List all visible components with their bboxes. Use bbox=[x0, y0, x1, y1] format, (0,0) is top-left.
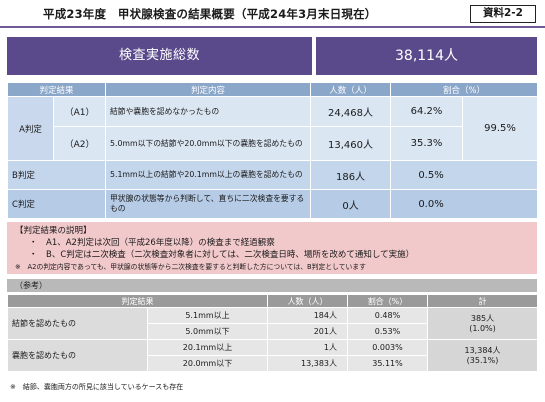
ref-header-grade: 判定結果 bbox=[7, 294, 268, 308]
cyst-count-large: 1人 bbox=[267, 339, 348, 356]
grade-a-label: A判定 bbox=[7, 96, 54, 161]
grade-a2-label: （A2） bbox=[52, 126, 107, 161]
cyst-size-large: 20.1mm以上 bbox=[147, 339, 268, 356]
explanation-note: ※ A2の判定内容であっても、甲状腺の状態等から二次検査を要すると判断した方につ… bbox=[15, 263, 366, 271]
cyst-pct-large: 0.003% bbox=[347, 339, 428, 356]
nodule-count-small: 201人 bbox=[267, 323, 348, 340]
table-row: 20.0mm以下 13,383人 35.11% bbox=[8, 355, 538, 372]
grade-c-label: C判定 bbox=[6, 189, 107, 219]
cyst-size-small: 20.0mm以下 bbox=[147, 355, 268, 372]
ref-header-pct: 割合（%） bbox=[347, 294, 428, 308]
header-content: 判定内容 bbox=[105, 82, 312, 97]
cyst-total-pct: (35.1%) bbox=[466, 355, 499, 365]
grade-a1-pct: 64.2% bbox=[390, 96, 464, 127]
total-examined-label: 検査実施総数 bbox=[7, 37, 312, 75]
grade-explanation-box: 【判定結果の説明】 ・ A1、A2判定は次回（平成26年度以降）の検査まで経過観… bbox=[7, 222, 537, 274]
total-examined-value: 38,114人 bbox=[316, 37, 537, 75]
grade-a1-content: 結節や嚢胞を認めなかったもの bbox=[105, 96, 312, 127]
grade-b-content: 5.1mm以上の結節や20.1mm以上の嚢胞を認めたもの bbox=[105, 160, 312, 190]
results-table-header: 判定結果 判定内容 人数（人） 割合（%） bbox=[6, 82, 539, 97]
header-divider bbox=[0, 26, 545, 28]
cyst-total: 13,384人 (35.1%) bbox=[427, 339, 538, 372]
header-count: 人数（人） bbox=[310, 82, 392, 97]
grade-a2-content: 5.0mm以下の結節や20.0mm以下の嚢胞を認めたもの bbox=[105, 126, 312, 161]
header-grade: 判定結果 bbox=[6, 82, 107, 97]
reference-table-header: 判定結果 人数（人） 割合（%） 計 bbox=[7, 294, 538, 308]
ref-header-count: 人数（人） bbox=[267, 294, 348, 308]
nodule-label: 結節を認めたもの bbox=[7, 307, 148, 340]
grade-c-content: 甲状腺の状態等から判断して、直ちに二次検査を要するもの bbox=[105, 189, 312, 219]
page-header: 平成23年度 甲状腺検査の結果概要（平成24年3月末日現在） 資料2-2 bbox=[0, 0, 545, 28]
explanation-heading: 【判定結果の説明】 bbox=[15, 226, 92, 236]
nodule-pct-large: 0.48% bbox=[347, 307, 428, 324]
explanation-line: ・ A1、A2判定は次回（平成26年度以降）の検査まで経過観察 bbox=[29, 238, 275, 248]
document-badge: 資料2-2 bbox=[470, 5, 536, 23]
grade-b-count: 186人 bbox=[310, 160, 392, 190]
grade-c-count: 0人 bbox=[310, 189, 392, 219]
header-pct: 割合（%） bbox=[390, 82, 539, 97]
grade-a1-count: 24,468人 bbox=[310, 96, 392, 127]
nodule-size-large: 5.1mm以上 bbox=[147, 307, 268, 324]
explanation-line: ・ B、C判定は二次検査（二次検査対象者に対しては、二次検査日時、場所を改めて通… bbox=[29, 250, 415, 260]
reference-label: （参考） bbox=[7, 279, 537, 292]
page-title: 平成23年度 甲状腺検査の結果概要（平成24年3月末日現在） bbox=[43, 7, 377, 21]
table-row: A判定 （A1） 結節や嚢胞を認めなかったもの 24,468人 64.2% 99… bbox=[7, 96, 539, 161]
cyst-label: 嚢胞を認めたもの bbox=[7, 339, 148, 372]
table-row: B判定 5.1mm以上の結節や20.1mm以上の嚢胞を認めたもの 186人 0.… bbox=[6, 160, 539, 190]
reference-table: 判定結果 人数（人） 割合（%） 計 結節を認めたもの 5.1mm以上 184人… bbox=[7, 294, 538, 372]
grade-c-pct: 0.0% bbox=[390, 189, 539, 219]
grade-a-total-pct: 99.5% bbox=[462, 96, 539, 161]
table-row: 結節を認めたもの 5.1mm以上 184人 0.48% 385人 (1.0%) bbox=[7, 307, 538, 340]
grade-b-pct: 0.5% bbox=[390, 160, 539, 190]
grade-a2-pct: 35.3% bbox=[390, 126, 464, 161]
grade-a1-label: （A1） bbox=[52, 96, 107, 127]
footnote: ※ 結節、嚢胞両方の所見に該当しているケースも存在 bbox=[10, 383, 184, 391]
nodule-size-small: 5.0mm以下 bbox=[147, 323, 268, 340]
nodule-total-pct: (1.0%) bbox=[469, 323, 496, 333]
table-row: C判定 甲状腺の状態等から判断して、直ちに二次検査を要するもの 0人 0.0% bbox=[6, 189, 539, 219]
grade-b-label: B判定 bbox=[6, 160, 107, 190]
cyst-count-small: 13,383人 bbox=[267, 355, 348, 372]
cyst-pct-small: 35.11% bbox=[347, 355, 428, 372]
nodule-count-large: 184人 bbox=[267, 307, 348, 324]
results-table: 判定結果 判定内容 人数（人） 割合（%） A判定 （A1） 結節や嚢胞を認めな… bbox=[6, 82, 539, 219]
grade-a2-count: 13,460人 bbox=[310, 126, 392, 161]
nodule-total-count: 385人 bbox=[470, 313, 495, 323]
table-row: （A2） 5.0mm以下の結節や20.0mm以下の嚢胞を認めたもの 13,460… bbox=[8, 126, 538, 161]
nodule-pct-small: 0.53% bbox=[347, 323, 428, 340]
nodule-total: 385人 (1.0%) bbox=[427, 307, 538, 340]
ref-header-total: 計 bbox=[427, 294, 538, 308]
table-row: 嚢胞を認めたもの 20.1mm以上 1人 0.003% 13,384人 (35.… bbox=[7, 339, 538, 372]
cyst-total-count: 13,384人 bbox=[464, 345, 501, 355]
